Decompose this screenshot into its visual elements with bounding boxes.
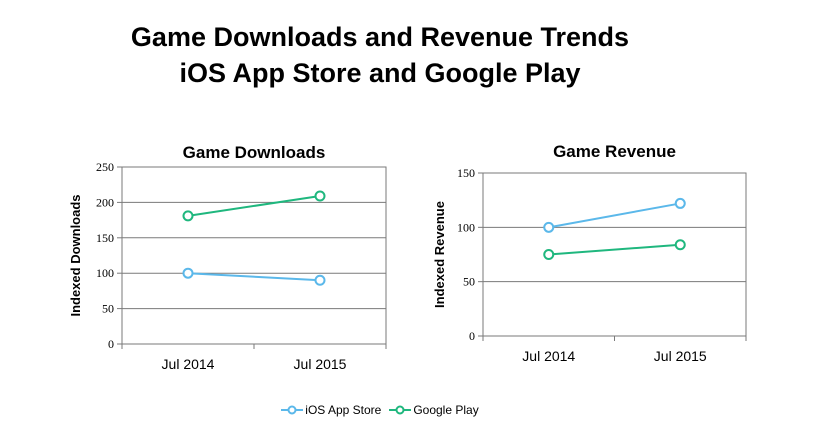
legend-label-ios: iOS App Store: [305, 403, 382, 417]
revenue-xtick-label: Jul 2015: [654, 348, 707, 364]
revenue-point-ios-app-store: [674, 197, 686, 209]
revenue-title: Game Revenue: [553, 142, 676, 161]
downloads-ytick-label: 0: [108, 337, 114, 351]
downloads-ytick-label: 100: [96, 266, 114, 280]
downloads-series-line-ios-app-store: [187, 272, 321, 282]
legend-item-ios: iOS App Store: [281, 403, 381, 417]
downloads-series-line-google-play: [187, 195, 321, 217]
downloads-title: Game Downloads: [183, 143, 326, 162]
downloads-ytick-label: 150: [96, 231, 114, 245]
revenue-ytick-label: 0: [469, 329, 475, 343]
revenue-ylabel: Indexed Revenue: [432, 201, 447, 308]
revenue-ytick-label: 150: [457, 166, 475, 180]
downloads-point-ios-app-store: [182, 267, 194, 279]
downloads-ytick-label: 50: [102, 302, 114, 316]
revenue-plot-frame: [482, 172, 747, 337]
downloads-ytick-label: 250: [96, 160, 114, 174]
legend: iOS App Store Google Play: [0, 403, 760, 417]
revenue-point-ios-app-store: [543, 221, 555, 233]
downloads-xtick-label: Jul 2015: [294, 356, 347, 372]
downloads-point-google-play: [314, 190, 326, 202]
downloads-ytick-label: 200: [96, 195, 114, 209]
legend-item-google: Google Play: [389, 403, 479, 417]
revenue-ytick-label: 50: [463, 275, 475, 289]
downloads-ylabel: Indexed Downloads: [68, 194, 83, 316]
revenue-series-line-google-play: [548, 243, 681, 256]
downloads-point-ios-app-store: [314, 274, 326, 286]
revenue-xtick-label: Jul 2014: [522, 348, 575, 364]
main-title-line-2: iOS App Store and Google Play: [179, 58, 581, 88]
main-title-line-1: Game Downloads and Revenue Trends: [130, 22, 630, 52]
downloads-xtick-label: Jul 2014: [162, 356, 215, 372]
google-legend-marker-icon: [389, 405, 412, 415]
legend-label-google: Google Play: [413, 403, 479, 417]
revenue-series-line-ios-app-store: [548, 202, 681, 229]
revenue-ytick-label: 100: [457, 220, 475, 234]
revenue-point-google-play: [674, 239, 686, 251]
ios-legend-marker-icon: [281, 405, 304, 415]
revenue-point-google-play: [543, 249, 555, 260]
downloads-point-google-play: [182, 210, 194, 222]
